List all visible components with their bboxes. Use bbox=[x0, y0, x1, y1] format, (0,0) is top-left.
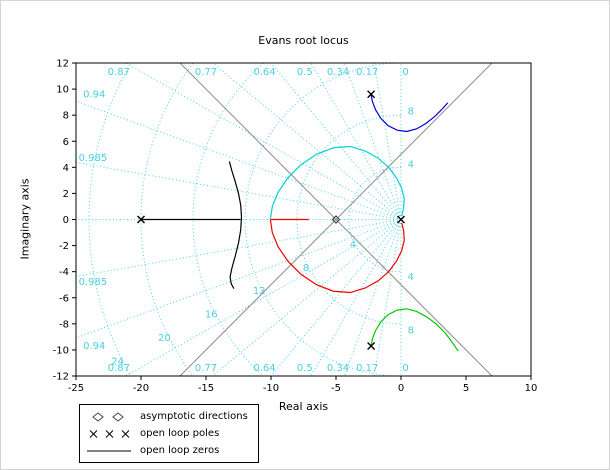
svg-text:0: 0 bbox=[398, 383, 404, 394]
svg-text:-20: -20 bbox=[133, 383, 149, 394]
diamond-marker-icon bbox=[92, 411, 124, 422]
zeta-line bbox=[124, 63, 402, 220]
svg-text:0: 0 bbox=[402, 67, 408, 78]
svg-text:12: 12 bbox=[253, 286, 266, 297]
root-locus-branches bbox=[141, 94, 459, 352]
svg-text:0.5: 0.5 bbox=[297, 67, 313, 78]
pole-cross-icon bbox=[137, 215, 145, 224]
svg-text:4: 4 bbox=[408, 272, 414, 283]
svg-text:0.17: 0.17 bbox=[356, 67, 378, 78]
svg-text:-8: -8 bbox=[59, 319, 69, 330]
pole-markers bbox=[137, 90, 405, 350]
svg-text:20: 20 bbox=[158, 333, 171, 344]
svg-text:0.64: 0.64 bbox=[253, 363, 275, 374]
svg-text:0.77: 0.77 bbox=[195, 363, 217, 374]
svg-text:0.64: 0.64 bbox=[253, 67, 275, 78]
svg-text:0.77: 0.77 bbox=[195, 67, 217, 78]
legend-item-open-loop-zeros: open loop zeros bbox=[85, 442, 248, 459]
cross-marker-icon bbox=[89, 429, 130, 438]
branch-upper-loop-cyan bbox=[269, 145, 405, 220]
svg-text:-2: -2 bbox=[59, 241, 69, 252]
zeta-line bbox=[76, 161, 402, 220]
axis-ticks bbox=[72, 62, 532, 380]
pole-cross-icon bbox=[367, 90, 376, 99]
svg-text:0.34: 0.34 bbox=[327, 363, 349, 374]
svg-text:-10: -10 bbox=[53, 345, 69, 356]
svg-text:0.17: 0.17 bbox=[356, 363, 378, 374]
svg-text:10: 10 bbox=[525, 383, 538, 394]
branch-arc-black bbox=[228, 161, 243, 289]
legend-label-asymptotic-directions: asymptotic directions bbox=[140, 411, 248, 422]
svg-text:0.87: 0.87 bbox=[108, 363, 130, 374]
sgrid-labels: 0.87 0.77 0.64 0.5 0.34 0.17 0 0.87 0.77 0.64 0.5 0… bbox=[79, 67, 414, 374]
chart-title: Evans root locus bbox=[258, 34, 349, 47]
line-marker-icon bbox=[87, 450, 131, 451]
svg-text:-15: -15 bbox=[198, 383, 214, 394]
legend-item-asymptotic-directions: asymptotic directions bbox=[85, 408, 248, 425]
legend-label-open-loop-zeros: open loop zeros bbox=[140, 445, 220, 456]
svg-text:8: 8 bbox=[408, 106, 414, 117]
branch-lower-right-green bbox=[370, 308, 459, 352]
svg-text:0.87: 0.87 bbox=[108, 67, 130, 78]
svg-text:0: 0 bbox=[63, 215, 69, 226]
svg-text:0.5: 0.5 bbox=[297, 363, 313, 374]
x-axis-label: Real axis bbox=[278, 400, 329, 413]
zeta-line bbox=[344, 63, 402, 220]
svg-text:8: 8 bbox=[408, 325, 414, 336]
zeta-line bbox=[373, 63, 402, 220]
legend-label-open-loop-poles: open loop poles bbox=[140, 428, 220, 439]
svg-text:0.985: 0.985 bbox=[79, 277, 108, 288]
svg-text:0.94: 0.94 bbox=[83, 341, 105, 352]
svg-text:0.94: 0.94 bbox=[83, 89, 105, 100]
legend-box: asymptotic directions open loop poles op… bbox=[79, 404, 259, 463]
svg-text:0: 0 bbox=[402, 363, 408, 374]
svg-text:4: 4 bbox=[350, 239, 356, 250]
svg-text:12: 12 bbox=[56, 59, 69, 70]
svg-text:-5: -5 bbox=[331, 383, 341, 394]
zeta-line bbox=[270, 63, 402, 220]
svg-text:10: 10 bbox=[56, 85, 69, 96]
svg-text:8: 8 bbox=[303, 263, 309, 274]
svg-text:2: 2 bbox=[63, 189, 69, 200]
svg-text:24: 24 bbox=[111, 357, 124, 368]
branch-upper-right-blue bbox=[370, 94, 449, 133]
svg-text:-4: -4 bbox=[59, 267, 69, 278]
pole-cross-icon bbox=[397, 215, 405, 224]
zeta-line bbox=[373, 219, 402, 376]
zeta-line bbox=[211, 63, 402, 220]
legend-item-open-loop-poles: open loop poles bbox=[85, 425, 248, 442]
svg-text:16: 16 bbox=[205, 310, 218, 321]
svg-text:4: 4 bbox=[63, 163, 69, 174]
svg-text:6: 6 bbox=[63, 137, 69, 148]
asymptote-lines bbox=[179, 63, 493, 376]
svg-text:-6: -6 bbox=[59, 293, 69, 304]
svg-text:4: 4 bbox=[408, 160, 414, 171]
svg-text:0.985: 0.985 bbox=[79, 153, 108, 164]
svg-text:-10: -10 bbox=[263, 383, 279, 394]
svg-text:5: 5 bbox=[463, 383, 469, 394]
wn-circle bbox=[244, 63, 402, 376]
svg-text:-25: -25 bbox=[68, 383, 84, 394]
svg-text:-12: -12 bbox=[53, 372, 69, 383]
tick-labels: -25 -20 -15 -10 -5 0 5 10-12-10-8-6-4-202468101… bbox=[53, 59, 538, 395]
svg-text:8: 8 bbox=[63, 111, 69, 122]
y-axis-label: Imaginary axis bbox=[18, 178, 32, 260]
asymptote-center-diamond-icon bbox=[331, 215, 341, 224]
svg-text:0.34: 0.34 bbox=[327, 67, 349, 78]
branch-lower-loop-red bbox=[269, 219, 405, 294]
pole-cross-icon bbox=[367, 342, 376, 350]
